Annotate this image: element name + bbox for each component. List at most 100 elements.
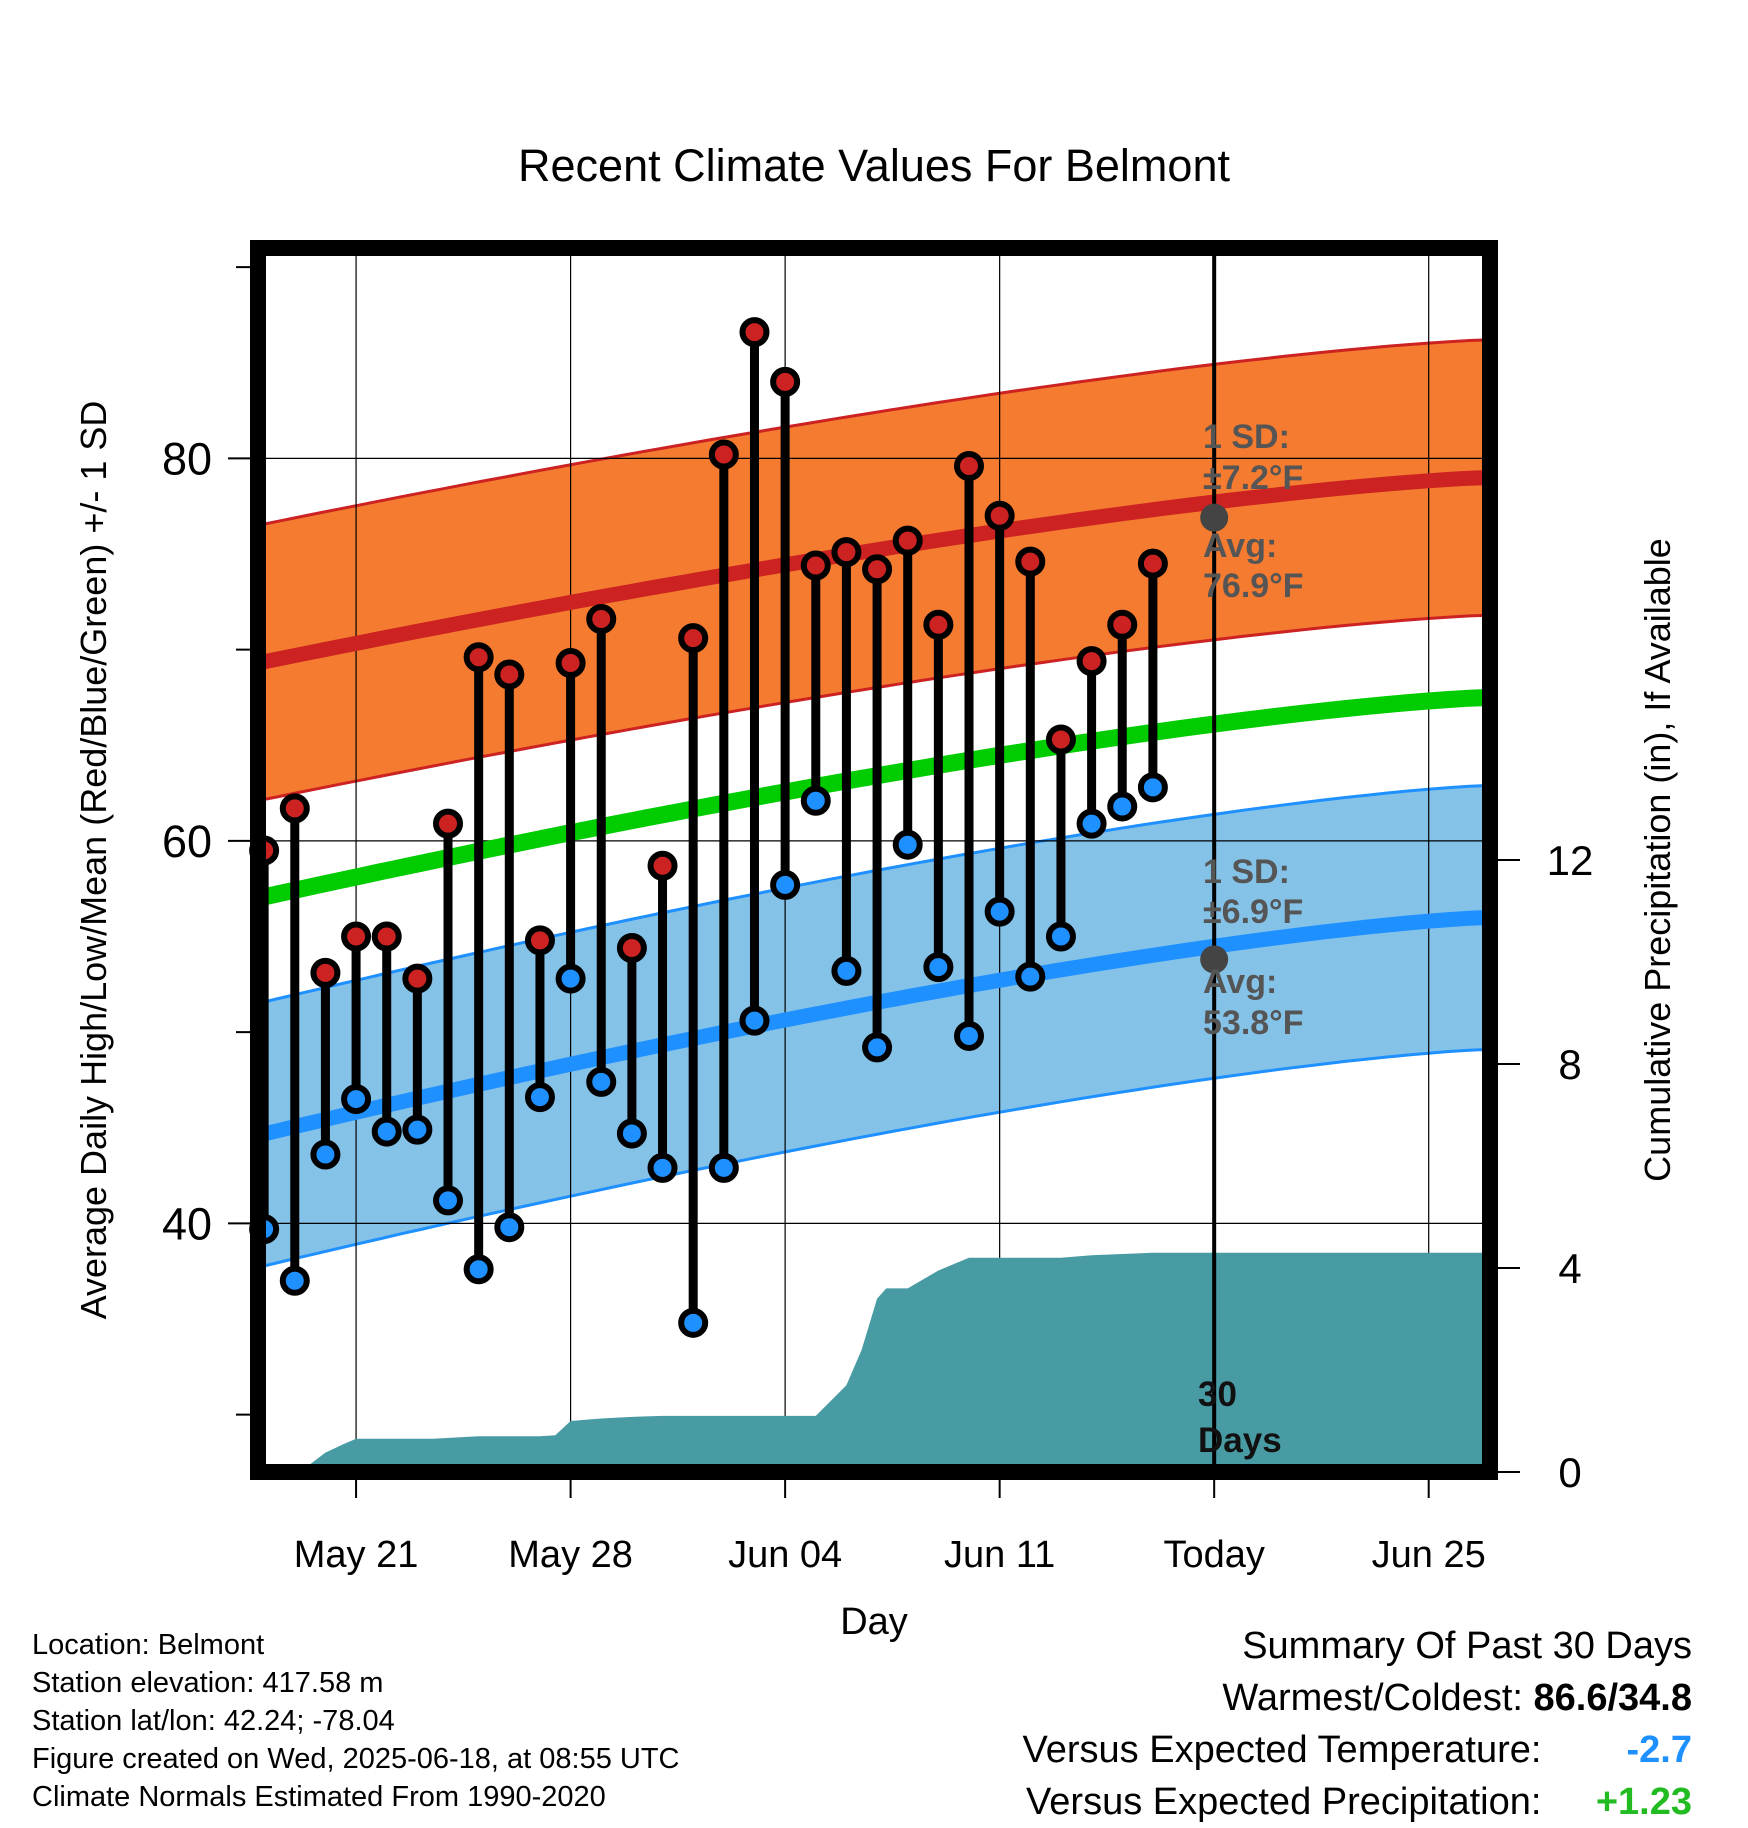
daily-high-point: [678, 623, 709, 654]
daily-low-point: [463, 1254, 494, 1285]
daily-low-point: [402, 1114, 433, 1145]
daily-high-point: [1045, 724, 1076, 755]
daily-high-point: [1015, 546, 1046, 577]
daily-high-point: [800, 550, 831, 581]
summary-precip-label: Versus Expected Precipitation:: [1026, 1781, 1542, 1823]
daily-low-point: [831, 955, 862, 986]
daily-high-point: [1137, 548, 1168, 579]
info-elevation: Station elevation: 417.58 m: [32, 1667, 384, 1699]
daily-low-point: [433, 1185, 464, 1216]
info-location: Location: Belmont: [32, 1629, 265, 1661]
chart-title: Recent Climate Values For Belmont: [518, 140, 1230, 191]
daily-low-point: [770, 869, 801, 900]
daily-high-point: [402, 963, 433, 994]
daily-low-point: [555, 963, 586, 994]
x-tick-label: Jun 25: [1372, 1534, 1486, 1576]
daily-low-point: [923, 952, 954, 983]
plot-frame: [250, 240, 1498, 1480]
summary-heading: Summary Of Past 30 Days: [1242, 1625, 1692, 1667]
x-tick-label: Today: [1163, 1534, 1264, 1576]
daily-high-point: [463, 642, 494, 673]
daily-low-point: [1076, 808, 1107, 839]
daily-low-point: [310, 1139, 341, 1170]
daily-low-point: [647, 1152, 678, 1183]
y2-tick-label: 8: [1558, 1041, 1581, 1088]
high-avg-value: 76.9°F: [1203, 567, 1304, 605]
station-info: Location: Belmont Station elevation: 417…: [32, 1626, 680, 1816]
daily-low-point: [371, 1116, 402, 1147]
daily-low-point: [954, 1020, 985, 1051]
y2-tick-label: 12: [1547, 837, 1594, 884]
daily-high-point: [1076, 646, 1107, 677]
daily-low-point: [586, 1066, 617, 1097]
daily-points: [249, 317, 1168, 1338]
info-created: Figure created on Wed, 2025-06-18, at 08…: [32, 1743, 680, 1775]
period-unit: Days: [1198, 1421, 1282, 1460]
daily-low-point: [1107, 791, 1138, 822]
summary-warmest-label: Warmest/Coldest:: [1222, 1677, 1523, 1719]
daily-high-point: [647, 850, 678, 881]
low-sd-lower-edge: [258, 1047, 1490, 1269]
summary-temp-value: -2.7: [1626, 1729, 1692, 1771]
y2-axis-label: Cumulative Precipitation (in), If Availa…: [1637, 538, 1678, 1182]
daily-high-point: [616, 932, 647, 963]
daily-high-point: [524, 925, 555, 956]
daily-high-point: [433, 808, 464, 839]
daily-low-point: [892, 829, 923, 860]
daily-low-point: [524, 1082, 555, 1113]
y-tick-label: 60: [162, 816, 212, 867]
daily-high-point: [310, 957, 341, 988]
daily-high-point: [739, 317, 770, 348]
today-marker-group: [1200, 248, 1229, 1472]
daily-high-point: [984, 500, 1015, 531]
y-axis-label: Average Daily High/Low/Mean (Red/Blue/Gr…: [73, 401, 114, 1320]
annotation-group: 1 SD: ±7.2°F Avg: 76.9°F 1 SD: ±6.9°F Av…: [1198, 418, 1304, 1460]
summary-panel: Summary Of Past 30 Days Warmest/Coldest:…: [1023, 1620, 1692, 1828]
daily-low-point: [279, 1265, 310, 1296]
daily-high-point: [279, 793, 310, 824]
daily-high-point: [831, 537, 862, 568]
low-sd-label: 1 SD:: [1203, 853, 1290, 891]
daily-high-point: [494, 659, 525, 690]
daily-range-bars: [259, 332, 1158, 1323]
low-avg-dot: [1200, 945, 1229, 974]
daily-high-point: [708, 439, 739, 470]
x-tick-label: Jun 04: [728, 1534, 842, 1576]
precip-area: [300, 1252, 1490, 1472]
summary-warmest-row: Warmest/Coldest: 86.6/34.8: [1023, 1672, 1692, 1724]
y2-tick-label: 4: [1558, 1245, 1581, 1292]
x-tick-label: Jun 11: [944, 1534, 1055, 1576]
high-sd-upper-edge: [258, 338, 1490, 527]
daily-low-point: [678, 1307, 709, 1338]
high-avg-label: Avg:: [1203, 527, 1277, 565]
daily-low-point: [800, 785, 831, 816]
high-sd-value: ±7.2°F: [1203, 459, 1303, 497]
daily-low-point: [1137, 772, 1168, 803]
daily-high-point: [892, 525, 923, 556]
daily-low-point: [616, 1118, 647, 1149]
daily-low-point: [341, 1084, 372, 1115]
daily-high-point: [862, 554, 893, 585]
daily-high-point: [341, 921, 372, 952]
daily-high-point: [1107, 609, 1138, 640]
daily-high-point: [371, 921, 402, 952]
daily-high-point: [770, 366, 801, 397]
low-avg-value: 53.8°F: [1203, 1004, 1304, 1042]
axes-group: May 21 May 28 Jun 04 Jun 11 Today Jun 2540608…: [162, 266, 1594, 1576]
daily-high-point: [954, 451, 985, 482]
daily-low-point: [1015, 961, 1046, 992]
high-avg-dot: [1200, 503, 1229, 532]
info-latlon: Station lat/lon: 42.24; -78.04: [32, 1705, 395, 1737]
y-tick-label: 40: [162, 1198, 212, 1249]
summary-precip-row: Versus Expected Precipitation: +1.23: [1023, 1776, 1692, 1828]
daily-low-point: [862, 1032, 893, 1063]
daily-low-point: [494, 1212, 525, 1243]
x-axis-label: Day: [840, 1601, 908, 1643]
summary-warmest-value: 86.6/34.8: [1533, 1677, 1692, 1719]
summary-temp-label: Versus Expected Temperature:: [1022, 1729, 1542, 1771]
low-sd-value: ±6.9°F: [1203, 893, 1303, 931]
period-number: 30: [1198, 1375, 1237, 1414]
daily-high-point: [555, 648, 586, 679]
high-sd-label: 1 SD:: [1203, 418, 1290, 456]
